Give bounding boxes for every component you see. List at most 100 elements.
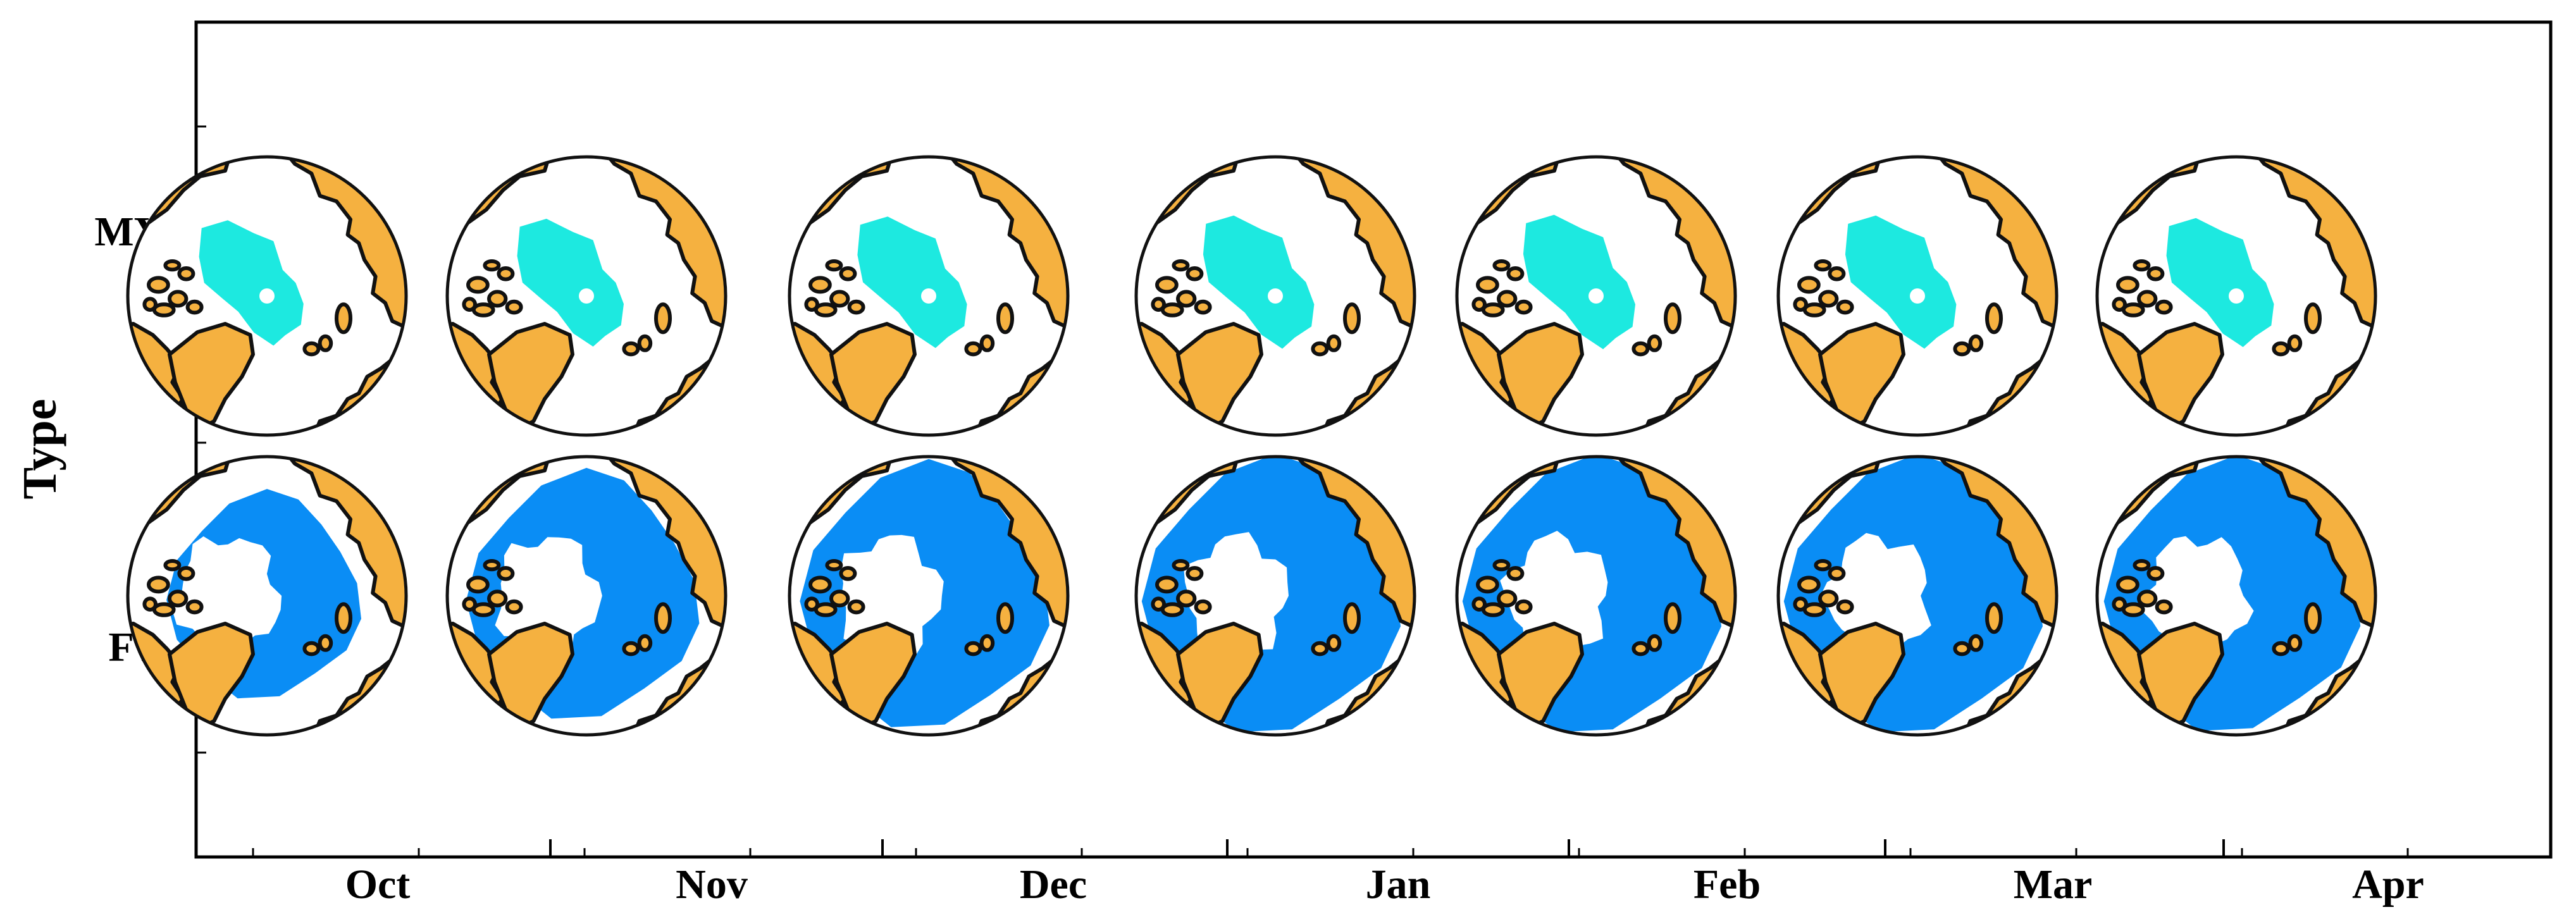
island bbox=[466, 276, 490, 294]
island bbox=[1647, 634, 1663, 652]
island bbox=[804, 596, 819, 612]
island bbox=[622, 641, 640, 656]
island bbox=[808, 276, 832, 294]
column-label-oct: Oct bbox=[345, 861, 411, 908]
island bbox=[2133, 259, 2151, 272]
island bbox=[1176, 290, 1197, 308]
island bbox=[2146, 266, 2165, 281]
map-fyi-jan bbox=[1134, 455, 1416, 737]
island bbox=[2272, 341, 2290, 357]
map-border bbox=[126, 155, 408, 437]
myi-ice-extent bbox=[1203, 215, 1315, 349]
column-label-jan: Jan bbox=[1366, 861, 1431, 908]
land-mass bbox=[168, 322, 255, 432]
island bbox=[302, 641, 321, 656]
column-label-mar: Mar bbox=[2014, 861, 2093, 908]
myi-ice-extent bbox=[2166, 218, 2274, 347]
land-mass bbox=[829, 622, 917, 732]
island bbox=[1793, 297, 1808, 312]
island bbox=[1818, 589, 1839, 608]
island bbox=[185, 599, 204, 615]
island bbox=[462, 297, 477, 312]
island bbox=[1343, 602, 1361, 634]
island bbox=[1797, 276, 1821, 294]
island bbox=[1836, 299, 1854, 315]
island bbox=[1514, 599, 1533, 615]
island bbox=[2133, 559, 2151, 572]
plot-frame bbox=[194, 20, 2553, 859]
island bbox=[1476, 276, 1499, 294]
island bbox=[2116, 276, 2139, 294]
y-axis-title: Type bbox=[13, 398, 66, 499]
map-border bbox=[788, 155, 1070, 437]
island bbox=[2137, 290, 2158, 308]
island bbox=[2155, 599, 2173, 615]
island bbox=[185, 299, 204, 315]
island bbox=[1194, 599, 1212, 615]
island bbox=[1814, 559, 1832, 572]
map-border bbox=[1134, 155, 1416, 437]
island bbox=[1492, 259, 1511, 272]
island bbox=[964, 341, 982, 357]
map-border bbox=[1455, 455, 1737, 737]
map-border bbox=[1776, 455, 2059, 737]
land-mass bbox=[1818, 622, 1905, 732]
island bbox=[1151, 297, 1166, 312]
island bbox=[1326, 334, 1342, 352]
land-mass bbox=[487, 622, 574, 732]
island bbox=[1836, 599, 1854, 615]
island bbox=[2287, 634, 2303, 652]
island bbox=[1155, 276, 1179, 294]
map-border bbox=[2095, 455, 2377, 737]
island bbox=[1471, 596, 1487, 612]
myi-ice-extent bbox=[517, 218, 624, 347]
island bbox=[147, 276, 170, 294]
land-mass bbox=[487, 322, 574, 432]
pole-hole bbox=[1268, 288, 1283, 304]
pole-hole bbox=[1588, 288, 1604, 304]
pole-hole bbox=[1910, 288, 1925, 304]
island bbox=[2304, 602, 2322, 634]
island bbox=[654, 602, 672, 634]
island bbox=[1953, 641, 1971, 656]
island bbox=[1506, 566, 1525, 581]
island bbox=[1514, 299, 1533, 315]
island bbox=[1985, 602, 2003, 634]
island bbox=[1194, 299, 1212, 315]
land-mass bbox=[168, 622, 255, 732]
land-mass bbox=[1176, 622, 1263, 732]
island bbox=[1968, 334, 1984, 352]
fyi-excluded-core bbox=[1183, 532, 1289, 651]
island bbox=[839, 566, 857, 581]
land-mass bbox=[1818, 322, 1905, 432]
island bbox=[839, 266, 857, 281]
island bbox=[1151, 596, 1166, 612]
column-labels: Oct Nov Dec Jan Feb Mar Apr bbox=[345, 861, 2424, 908]
island bbox=[1186, 266, 1204, 281]
land-mass bbox=[2137, 322, 2224, 432]
island bbox=[1172, 559, 1190, 572]
island bbox=[147, 576, 170, 594]
island bbox=[335, 302, 352, 335]
island bbox=[1311, 641, 1329, 656]
island bbox=[1506, 266, 1525, 281]
myi-ice-extent bbox=[857, 216, 967, 348]
pole-hole bbox=[921, 288, 936, 304]
map-border bbox=[788, 455, 1070, 737]
column-label-dec: Dec bbox=[1020, 861, 1087, 908]
island bbox=[2112, 297, 2127, 312]
island bbox=[1953, 341, 1971, 357]
island bbox=[1343, 302, 1361, 335]
island bbox=[1176, 589, 1197, 608]
island bbox=[1492, 559, 1511, 572]
island bbox=[335, 602, 352, 634]
island bbox=[1968, 634, 1984, 652]
island bbox=[487, 589, 508, 608]
island bbox=[1664, 302, 1681, 335]
map-border bbox=[1455, 155, 1737, 437]
island bbox=[622, 341, 640, 357]
island bbox=[505, 299, 523, 315]
pole-hole bbox=[259, 288, 275, 304]
island bbox=[1814, 259, 1832, 272]
